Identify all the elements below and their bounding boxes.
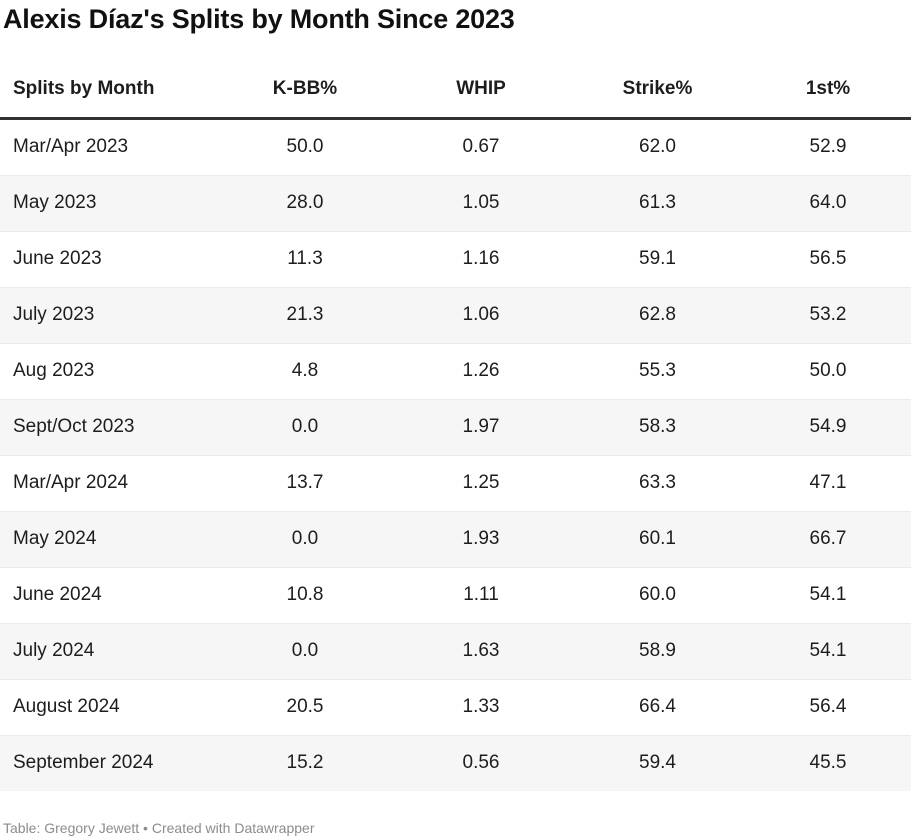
value-cell: 15.2 xyxy=(286,752,324,773)
value-cell: 4.8 xyxy=(291,360,319,381)
column-header-splits-by-month: Splits by Month xyxy=(0,62,218,120)
table-row: Mar/Apr 2023 50.0 0.67 62.0 52.9 xyxy=(0,119,911,176)
table-row: July 2024 0.0 1.63 58.9 54.1 xyxy=(0,623,911,680)
value-cell: 54.1 xyxy=(809,584,847,605)
value-cell: 63.3 xyxy=(639,472,676,493)
value-cell: 60.0 xyxy=(639,584,676,605)
value-cell: 1.33 xyxy=(462,696,500,717)
value-cell: 0.56 xyxy=(462,752,500,773)
table-row: Mar/Apr 2024 13.7 1.25 63.3 47.1 xyxy=(0,455,911,512)
value-cell: 55.3 xyxy=(639,360,676,381)
value-cell: 66.4 xyxy=(639,696,676,717)
value-cell: 66.7 xyxy=(809,528,847,549)
value-cell: 1.06 xyxy=(462,304,500,325)
value-cell: 61.3 xyxy=(639,192,676,213)
value-cell: 60.1 xyxy=(639,528,676,549)
value-cell: 0.0 xyxy=(291,528,319,549)
value-cell: 52.9 xyxy=(809,136,847,157)
value-cell: 64.0 xyxy=(809,192,847,213)
month-cell: September 2024 xyxy=(13,752,154,773)
value-cell: 54.1 xyxy=(809,640,847,661)
value-cell: 45.5 xyxy=(809,752,847,773)
value-cell: 56.4 xyxy=(809,696,847,717)
month-cell: June 2024 xyxy=(13,584,102,605)
column-header-strike-pct: Strike% xyxy=(570,62,745,120)
splits-table: Splits by Month K-BB% WHIP Strike% 1st% … xyxy=(0,62,911,791)
value-cell: 1.25 xyxy=(462,472,500,493)
value-cell: 1.26 xyxy=(462,360,500,381)
value-cell: 0.0 xyxy=(291,640,319,661)
value-cell: 28.0 xyxy=(286,192,324,213)
month-cell: July 2023 xyxy=(13,304,95,325)
value-cell: 1.63 xyxy=(462,640,500,661)
value-cell: 1.16 xyxy=(462,248,500,269)
value-cell: 1.05 xyxy=(462,192,500,213)
month-cell: Sept/Oct 2023 xyxy=(13,416,135,437)
value-cell: 59.4 xyxy=(639,752,676,773)
table-row: Aug 2023 4.8 1.26 55.3 50.0 xyxy=(0,343,911,400)
table-row: August 2024 20.5 1.33 66.4 56.4 xyxy=(0,679,911,736)
value-cell: 50.0 xyxy=(809,360,847,381)
value-cell: 13.7 xyxy=(286,472,324,493)
page-title: Alexis Díaz's Splits by Month Since 2023 xyxy=(3,4,515,34)
column-header-1st-pct: 1st% xyxy=(745,62,911,120)
value-cell: 50.0 xyxy=(286,136,324,157)
month-cell: Mar/Apr 2024 xyxy=(13,472,129,493)
value-cell: 21.3 xyxy=(286,304,324,325)
value-cell: 1.11 xyxy=(463,584,499,605)
table-row: May 2024 0.0 1.93 60.1 66.7 xyxy=(0,511,911,568)
footer-credit: Table: Gregory Jewett • Created with Dat… xyxy=(3,820,315,836)
value-cell: 54.9 xyxy=(809,416,847,437)
month-cell: Aug 2023 xyxy=(13,360,95,381)
table-row: July 2023 21.3 1.06 62.8 53.2 xyxy=(0,287,911,344)
value-cell: 58.9 xyxy=(639,640,676,661)
value-cell: 0.0 xyxy=(291,416,319,437)
month-cell: Mar/Apr 2023 xyxy=(13,136,129,157)
value-cell: 10.8 xyxy=(286,584,324,605)
table-row: September 2024 15.2 0.56 59.4 45.5 xyxy=(0,735,911,791)
value-cell: 53.2 xyxy=(809,304,847,325)
month-cell: July 2024 xyxy=(13,640,95,661)
table-header: Splits by Month K-BB% WHIP Strike% 1st% xyxy=(0,62,911,120)
value-cell: 59.1 xyxy=(639,248,676,269)
header-row: Splits by Month K-BB% WHIP Strike% 1st% xyxy=(0,62,911,120)
column-header-whip: WHIP xyxy=(392,62,570,120)
month-cell: June 2023 xyxy=(13,248,102,269)
value-cell: 62.8 xyxy=(639,304,676,325)
table-row: June 2024 10.8 1.11 60.0 54.1 xyxy=(0,567,911,624)
value-cell: 56.5 xyxy=(809,248,847,269)
table-row: May 2023 28.0 1.05 61.3 64.0 xyxy=(0,175,911,232)
value-cell: 1.93 xyxy=(462,528,500,549)
column-header-k-bb-pct: K-BB% xyxy=(218,62,392,120)
month-cell: August 2024 xyxy=(13,696,120,717)
value-cell: 62.0 xyxy=(639,136,676,157)
value-cell: 58.3 xyxy=(639,416,676,437)
value-cell: 20.5 xyxy=(286,696,324,717)
value-cell: 47.1 xyxy=(809,472,847,493)
value-cell: 0.67 xyxy=(462,136,500,157)
value-cell: 1.97 xyxy=(462,416,500,437)
month-cell: May 2023 xyxy=(13,192,97,213)
table-row: Sept/Oct 2023 0.0 1.97 58.3 54.9 xyxy=(0,399,911,456)
month-cell: May 2024 xyxy=(13,528,97,549)
table-body: Mar/Apr 2023 50.0 0.67 62.0 52.9 May 2023 28.0… xyxy=(0,119,911,791)
value-cell: 11.3 xyxy=(287,248,323,269)
table-row: June 2023 11.3 1.16 59.1 56.5 xyxy=(0,231,911,288)
